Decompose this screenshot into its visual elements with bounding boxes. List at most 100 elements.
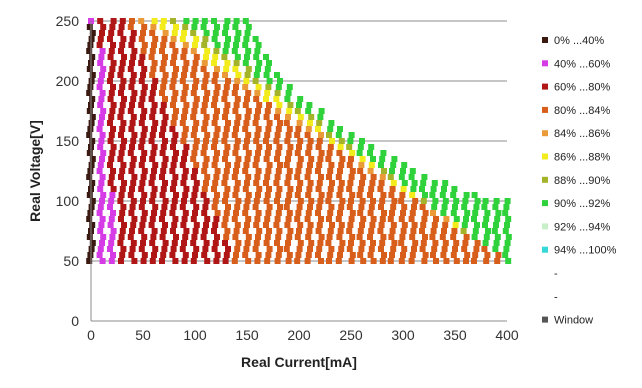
data-point-542 (225, 204, 231, 210)
y-tick-label-3: 150 (56, 133, 80, 149)
data-point-1007 (390, 222, 397, 228)
data-point-878 (329, 222, 335, 228)
data-point-120 (108, 30, 115, 36)
data-point-576 (234, 246, 241, 252)
data-point-1161 (505, 216, 512, 222)
data-point-1092 (439, 192, 446, 198)
data-point-111 (110, 84, 116, 90)
data-point-990 (381, 210, 387, 216)
data-point-697 (263, 240, 270, 246)
legend-swatch-8 (542, 223, 548, 230)
data-point-900 (336, 234, 343, 240)
axes (90, 21, 507, 322)
data-point-854 (315, 210, 321, 216)
legend-label-0: 0% ...40% (554, 35, 604, 47)
data-point-706 (266, 186, 272, 192)
data-point-415 (192, 228, 199, 234)
data-point-315 (159, 90, 165, 96)
data-point-1147 (494, 234, 501, 240)
data-point-557 (222, 114, 228, 120)
data-point-651 (242, 42, 249, 48)
data-point-781 (284, 138, 291, 144)
data-point-134 (118, 192, 125, 198)
data-point-752 (277, 120, 283, 126)
data-point-646 (244, 72, 251, 78)
data-point-647 (245, 66, 252, 72)
data-point-450 (192, 18, 199, 24)
data-point-233 (140, 90, 147, 96)
data-point-527 (213, 48, 220, 54)
data-point-256 (149, 198, 156, 204)
data-point-837 (305, 150, 312, 156)
data-point-72 (99, 72, 105, 78)
data-point-1004 (391, 240, 398, 246)
data-point-1047 (409, 192, 416, 198)
data-point-899 (339, 240, 346, 246)
data-point-864 (318, 150, 325, 156)
data-point-796 (296, 228, 302, 234)
data-point-363 (172, 48, 179, 54)
data-point-670 (254, 174, 261, 180)
data-point-890 (326, 150, 333, 156)
data-point-944 (359, 240, 366, 246)
data-point-437 (193, 96, 200, 102)
data-point-332 (173, 234, 179, 240)
data-point-192 (131, 90, 138, 96)
data-point-553 (221, 138, 228, 144)
data-point-683 (253, 96, 260, 102)
data-point-559 (224, 102, 231, 108)
y-tick-label-1: 50 (63, 253, 79, 269)
data-point-800 (296, 204, 303, 210)
data-point-1118 (462, 198, 469, 204)
data-point-513 (213, 132, 220, 138)
data-point-274 (149, 90, 156, 96)
data-point-214 (138, 204, 145, 210)
data-point-223 (141, 150, 148, 156)
data-point-718 (263, 114, 270, 120)
data-point-49 (96, 210, 103, 216)
data-point-1009 (389, 210, 395, 216)
data-point-1154 (505, 258, 512, 264)
data-point-1054 (419, 246, 426, 252)
data-point-115 (110, 60, 117, 66)
data-point-1124 (471, 234, 478, 240)
data-point-136 (121, 180, 127, 186)
data-point-514 (214, 126, 221, 132)
data-point-351 (170, 120, 177, 126)
data-point-583 (234, 204, 241, 210)
data-point-195 (130, 72, 137, 78)
data-point-731 (277, 246, 283, 252)
data-point-373 (182, 234, 189, 240)
data-point-539 (221, 222, 228, 228)
data-point-352 (171, 114, 178, 120)
data-point-644 (242, 84, 249, 90)
data-point-1127 (471, 216, 477, 222)
data-point-429 (192, 144, 199, 150)
data-point-875 (325, 240, 332, 246)
data-point-554 (222, 132, 229, 138)
data-point-260 (149, 174, 156, 180)
data-point-164 (131, 258, 138, 264)
data-point-711 (263, 156, 270, 162)
data-point-386 (181, 156, 187, 162)
data-point-128 (119, 228, 126, 234)
data-point-132 (120, 204, 127, 210)
data-point-1033 (398, 174, 405, 180)
data-point-286 (151, 18, 158, 24)
data-point-1138 (482, 222, 488, 228)
data-point-957 (358, 162, 365, 168)
data-point-871 (318, 108, 325, 114)
data-point-443 (192, 60, 199, 66)
data-point-852 (316, 222, 323, 228)
data-point-338 (171, 198, 178, 204)
data-point-23 (88, 120, 95, 126)
data-point-258 (151, 186, 158, 192)
data-point-1056 (422, 234, 428, 240)
data-point-960 (357, 144, 364, 150)
data-point-122 (110, 18, 117, 24)
data-point-500 (214, 210, 221, 216)
data-point-462 (200, 192, 207, 198)
data-point-984 (378, 246, 384, 252)
legend-label-7: 90% ...92% (554, 198, 610, 210)
data-point-59 (100, 150, 107, 156)
